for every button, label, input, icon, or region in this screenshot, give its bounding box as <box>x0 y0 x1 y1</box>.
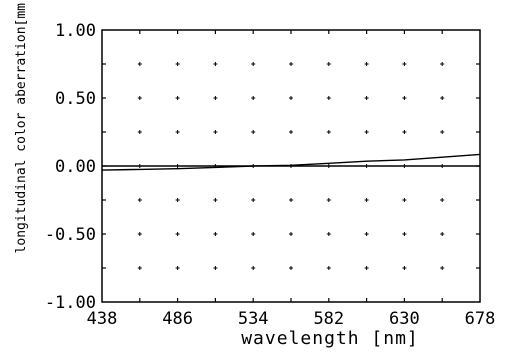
series-group <box>101 153 481 171</box>
grid-cross <box>251 96 256 100</box>
grid-cross <box>440 266 445 270</box>
grid-cross <box>289 130 293 134</box>
grid-cross <box>251 198 256 202</box>
grid-cross <box>137 198 142 202</box>
grid-cross <box>364 198 369 202</box>
grid-cross <box>137 130 142 134</box>
y-tick-label: -1.00 <box>45 293 96 313</box>
x-tick-label: 678 <box>465 309 496 329</box>
grid-cross <box>402 266 407 270</box>
grid-cross <box>402 232 407 236</box>
grid-cross <box>213 232 218 236</box>
y-tick-label: -0.50 <box>45 225 96 245</box>
grid-cross <box>289 62 293 66</box>
grid-cross <box>326 62 331 66</box>
grid-cross <box>137 96 142 100</box>
grid-cross <box>251 232 256 236</box>
grid-cross <box>137 266 142 270</box>
x-axis-label: wavelength [nm] <box>241 328 419 349</box>
x-tick-label: 582 <box>313 309 344 329</box>
grid-cross <box>175 130 180 134</box>
grid-cross <box>289 266 293 270</box>
x-tick-label: 486 <box>162 309 193 329</box>
grid-cross <box>175 96 180 100</box>
grid-cross <box>440 130 445 134</box>
y-tick-label: 1.00 <box>55 21 96 41</box>
grid-cross <box>326 232 331 236</box>
y-axis-label: longitudinal color aberration[mm <box>14 3 29 254</box>
grid-cross <box>213 198 218 202</box>
grid-cross <box>364 96 369 100</box>
grid-cross <box>175 198 180 202</box>
grid-cross <box>364 62 369 66</box>
grid-cross <box>289 96 293 100</box>
x-tick-label: 438 <box>87 309 118 329</box>
y-tick-labels: 1.00 0.50 0.00 -0.50 -1.00 <box>45 21 96 313</box>
grid-cross <box>326 130 331 134</box>
x-tick-labels: 438 486 534 582 630 678 <box>87 309 496 329</box>
grid-cross <box>364 266 369 270</box>
grid-cross <box>402 198 407 202</box>
grid-cross <box>251 130 256 134</box>
grid-cross <box>137 232 142 236</box>
grid-cross <box>326 198 331 202</box>
grid-cross <box>213 62 218 66</box>
grid-cross <box>440 62 445 66</box>
grid-cross <box>364 232 369 236</box>
grid-cross <box>251 266 256 270</box>
grid-cross <box>440 96 445 100</box>
grid-cross <box>326 96 331 100</box>
grid-cross <box>213 266 218 270</box>
grid-cross <box>137 62 142 66</box>
grid-cross <box>326 266 331 270</box>
grid-cross <box>175 266 180 270</box>
x-tick-label: 534 <box>238 309 269 329</box>
y-tick-label: 0.00 <box>55 157 96 177</box>
grid-cross <box>213 130 218 134</box>
grid-cross <box>440 232 445 236</box>
grid-cross <box>402 96 407 100</box>
grid-cross <box>402 62 407 66</box>
grid-cross <box>289 198 293 202</box>
x-tick-label: 630 <box>389 309 420 329</box>
y-tick-label: 0.50 <box>55 89 96 109</box>
axis-ticks <box>102 30 480 302</box>
grid-cross <box>175 232 180 236</box>
grid-cross <box>440 198 445 202</box>
grid-cross <box>402 130 407 134</box>
grid-cross <box>289 232 293 236</box>
grid-cross <box>175 62 180 66</box>
grid-cross <box>251 62 256 66</box>
grid-cross <box>213 96 218 100</box>
grid-cross <box>364 130 369 134</box>
